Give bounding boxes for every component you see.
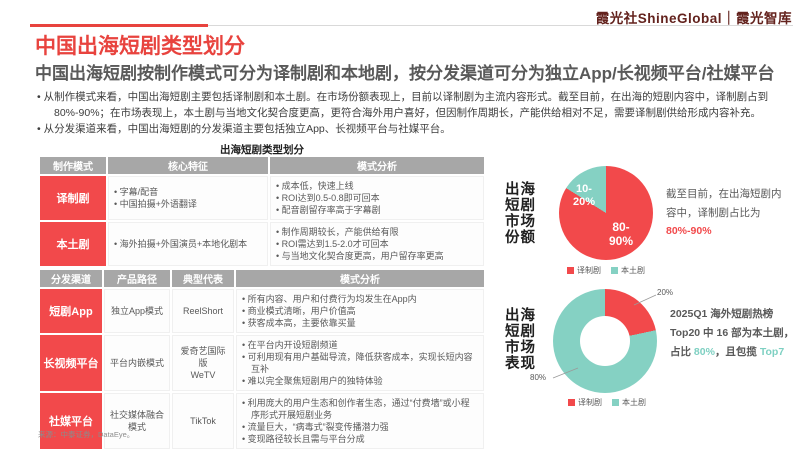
legend-market-share: 译制剧 本土剧 <box>548 265 664 276</box>
legend-swatch-red <box>568 399 575 406</box>
legend-item: 本土剧 <box>612 397 646 408</box>
analysis-cell: • 成本低，快速上线 • ROI达到0.5-0.8即可回本 • 配音剧留存率高于… <box>270 176 484 220</box>
legend-label: 本土剧 <box>621 266 645 275</box>
path-cell: 社交媒体融合模式 <box>104 393 170 449</box>
bullet-line: • 中国拍摄+外语翻译 <box>114 199 197 209</box>
production-mode-table: 制作模式 核心特征 模式分析 译制剧 • 字幕/配音 • 中国拍摄+外语翻译 •… <box>38 155 486 268</box>
analysis-cell: • 所有内容、用户和付费行为均发生在App内 • 商业模式清晰，用户价值高 • … <box>236 289 484 333</box>
row-label: 译制剧 <box>40 176 106 220</box>
col-header-production-mode: 制作模式 <box>40 157 106 174</box>
pie-slice-label-translated: 80- 90% <box>608 220 634 248</box>
path-cell: 平台内嵌模式 <box>104 335 170 391</box>
bullet-line: • 可利用现有用户基础导流，降低获客成本，实现长短内容互补 <box>242 352 473 374</box>
bullet-line: • 流量巨大，“病毒式”裂变传播潜力强 <box>242 422 389 432</box>
annotation-market-performance: 2025Q1 海外短剧热榜 Top20 中 16 部为本土剧，占比 80%，且包… <box>670 308 795 358</box>
bullet-line: • 在平台内开设短剧频道 <box>242 340 338 350</box>
bullet-line: • 海外拍摄+外国演员+本地化剧本 <box>114 239 248 249</box>
page-title: 中国出海短剧类型划分 <box>35 35 245 58</box>
features-cell: • 海外拍摄+外国演员+本地化剧本 <box>108 222 268 266</box>
analysis-cell: • 利用庞大的用户生态和创作者生态，通过“付费墙”或小程序形式开展短剧业务 • … <box>236 393 484 449</box>
row-label: 长视频平台 <box>40 335 102 391</box>
legend-label: 译制剧 <box>578 398 602 407</box>
annotation-market-share: 截至目前，在出海短剧内容中，译制剧占比为80%-90% <box>666 188 782 237</box>
donut-hole <box>580 316 630 366</box>
col-header-mode-analysis: 模式分析 <box>270 157 484 174</box>
accent-rule-gray <box>208 25 793 27</box>
bullet-line: • ROI需达到1.5-2.0才可回本 <box>276 239 389 249</box>
legend-swatch-teal <box>611 267 618 274</box>
table-header-row: 分发渠道 产品路径 典型代表 模式分析 <box>40 270 484 287</box>
col-header-product-path: 产品路径 <box>104 270 170 287</box>
bullet-line: • 难以完全聚焦短剧用户的独特体验 <box>242 376 383 386</box>
highlight-teal: 80% <box>693 346 715 358</box>
example-cell: TikTok <box>172 393 234 449</box>
callout-local-share: 80% <box>530 373 547 382</box>
example-cell: 爱奇艺国际版 WeTV <box>172 335 234 391</box>
example-cell: ReelShort <box>172 289 234 333</box>
bullet-distribution-channel: • 从分发渠道来看，中国出海短剧的分发渠道主要包括独立App、长视频平台与社媒平… <box>37 123 451 135</box>
legend-item: 本土剧 <box>611 265 645 276</box>
bullet-line: • ROI达到0.5-0.8即可回本 <box>276 193 380 203</box>
col-header-core-features: 核心特征 <box>108 157 268 174</box>
features-cell: • 字幕/配音 • 中国拍摄+外语翻译 <box>108 176 268 220</box>
brand-logo: 霞光社ShineGlobal｜霞光智库 <box>595 11 792 26</box>
row-label: 短剧App <box>40 289 102 333</box>
bullet-line: • 配音剧留存率高于字幕剧 <box>276 205 381 215</box>
source-note: 来源：中泰证券，DataEye。 <box>38 430 135 439</box>
col-header-mode-analysis: 模式分析 <box>236 270 484 287</box>
market-performance-donut-chart <box>553 289 657 393</box>
distribution-channel-table: 分发渠道 产品路径 典型代表 模式分析 短剧App 独立App模式 ReelSh… <box>38 268 486 450</box>
table-row-social-media-platform: 社媒平台 社交媒体融合模式 TikTok • 利用庞大的用户生态和创作者生态，通… <box>40 393 484 449</box>
bullet-line: • 与当地文化契合度更高，用户留存率更高 <box>276 251 444 261</box>
legend-market-performance: 译制剧 本土剧 <box>547 397 667 408</box>
col-header-channel: 分发渠道 <box>40 270 102 287</box>
legend-swatch-teal <box>612 399 619 406</box>
intro-bullets: • 从制作模式来看，中国出海短剧主要包括译制剧和本土剧。在市场份额表现上，目前以… <box>37 90 787 139</box>
bullet-line: • 制作周期较长，产能供给有限 <box>276 227 399 237</box>
table-row-local-drama: 本土剧 • 海外拍摄+外国演员+本地化剧本 • 制作周期较长，产能供给有限 • … <box>40 222 484 266</box>
chart-title-market-share: 出海 短剧 市场 份额 <box>505 182 536 246</box>
row-label: 社媒平台 <box>40 393 102 449</box>
path-cell: 独立App模式 <box>104 289 170 333</box>
table-row-long-video-platform: 长视频平台 平台内嵌模式 爱奇艺国际版 WeTV • 在平台内开设短剧频道 • … <box>40 335 484 391</box>
page-subtitle: 中国出海短剧按制作模式可分为译制剧和本地剧，按分发渠道可分为独立App/长视频平… <box>35 64 775 83</box>
bullet-line: • 所有内容、用户和付费行为均发生在App内 <box>242 294 417 304</box>
bullet-line: • 利用庞大的用户生态和创作者生态，通过“付费墙”或小程序形式开展短剧业务 <box>242 398 470 420</box>
bullet-line: • 成本低，快速上线 <box>276 181 354 191</box>
pie-slice-label-local: 10- 20% <box>572 183 596 208</box>
analysis-cell: • 制作周期较长，产能供给有限 • ROI需达到1.5-2.0才可回本 • 与当… <box>270 222 484 266</box>
table-header-row: 制作模式 核心特征 模式分析 <box>40 157 484 174</box>
callout-translated-share: 20% <box>657 288 674 297</box>
table-row-drama-app: 短剧App 独立App模式 ReelShort • 所有内容、用户和付费行为均发… <box>40 289 484 333</box>
bullet-line: • 获客成本高，主要依靠买量 <box>242 318 356 328</box>
chart-title-market-performance: 出海 短剧 市场 表现 <box>505 308 536 372</box>
legend-label: 本土剧 <box>622 398 646 407</box>
legend-label: 译制剧 <box>577 266 601 275</box>
col-header-typical-example: 典型代表 <box>172 270 234 287</box>
bullet-line: • 字幕/配音 <box>114 187 159 197</box>
market-share-pie-chart <box>559 166 653 260</box>
accent-rule-red <box>30 24 208 27</box>
legend-item: 译制剧 <box>568 397 602 408</box>
legend-item: 译制剧 <box>567 265 601 276</box>
table-row-translated-drama: 译制剧 • 字幕/配音 • 中国拍摄+外语翻译 • 成本低，快速上线 • ROI… <box>40 176 484 220</box>
analysis-cell: • 在平台内开设短剧频道 • 可利用现有用户基础导流，降低获客成本，实现长短内容… <box>236 335 484 391</box>
bullet-line: • 变现路径较长且需与平台分成 <box>242 434 365 444</box>
bullet-production-mode: • 从制作模式来看，中国出海短剧主要包括译制剧和本土剧。在市场份额表现上，目前以… <box>37 91 769 119</box>
highlight-teal: Top7 <box>759 346 785 358</box>
table-section-title: 出海短剧类型划分 <box>220 144 304 156</box>
bullet-line: • 商业模式清晰，用户价值高 <box>242 306 356 316</box>
row-label: 本土剧 <box>40 222 106 266</box>
legend-swatch-red <box>567 267 574 274</box>
highlight-red: 80%-90% <box>666 225 712 237</box>
